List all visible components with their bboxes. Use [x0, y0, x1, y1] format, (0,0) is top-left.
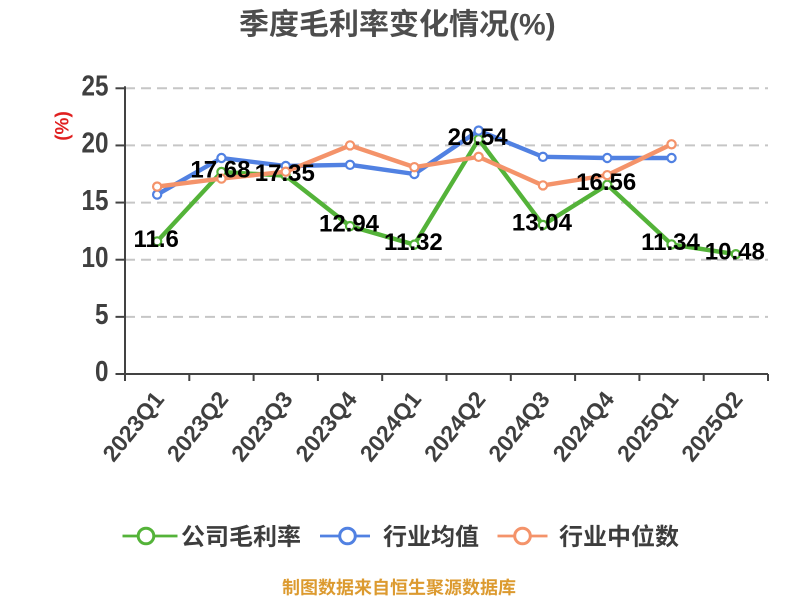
svg-text:15: 15 [82, 185, 109, 217]
svg-text:13.04: 13.04 [512, 210, 573, 237]
svg-text:11.34: 11.34 [641, 229, 700, 256]
svg-text:17.35: 17.35 [255, 160, 315, 187]
svg-text:16.56: 16.56 [576, 169, 636, 196]
svg-text:25: 25 [82, 70, 109, 102]
svg-text:5: 5 [95, 299, 109, 331]
svg-text:11.6: 11.6 [134, 226, 179, 253]
svg-text:0: 0 [95, 356, 109, 388]
svg-text:10.48: 10.48 [705, 239, 765, 266]
svg-text:(%): (%) [53, 111, 74, 141]
svg-text:17.68: 17.68 [190, 156, 250, 183]
svg-text:12.94: 12.94 [319, 211, 380, 238]
svg-text:20.54: 20.54 [448, 124, 509, 151]
svg-text:10: 10 [82, 242, 109, 274]
svg-text:20: 20 [82, 128, 109, 160]
svg-text:11.32: 11.32 [384, 229, 443, 256]
svg-text:(%): (%) [509, 8, 556, 41]
